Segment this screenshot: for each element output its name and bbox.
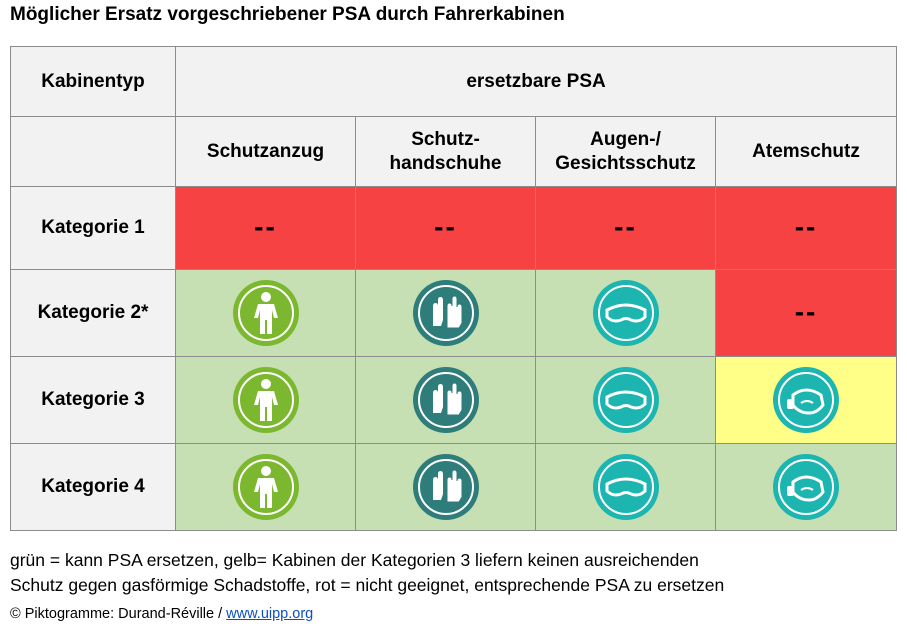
goggles-icon	[591, 365, 661, 435]
legend-line: grün = kann PSA ersetzen, gelb= Kabinen …	[10, 550, 699, 570]
column-header-line: Atemschutz	[752, 140, 860, 162]
legend-line: Schutz gegen gasförmige Schadstoffe, rot…	[10, 575, 725, 595]
column-header-eye-protection: Augen-/Gesichtsschutz	[535, 116, 716, 187]
status-cell	[535, 269, 716, 357]
status-cell: --	[714, 269, 898, 357]
goggles-icon	[591, 278, 661, 348]
goggles-icon	[591, 452, 661, 522]
table-row: Kategorie 1 -- -- -- --	[10, 186, 898, 270]
table-row: Kategorie 2* --	[10, 269, 898, 357]
column-header-line: Schutzanzug	[206, 140, 325, 162]
not-suitable-dash: --	[254, 211, 277, 242]
page-title: Möglicher Ersatz vorgeschriebener PSA du…	[10, 4, 565, 25]
column-header-suit: Schutzanzug	[175, 116, 356, 187]
gloves-icon	[411, 452, 481, 522]
not-suitable-dash: --	[614, 211, 637, 242]
table-row: Kategorie 3	[10, 356, 898, 444]
header-replaceable-psa: ersetzbare PSA	[174, 46, 898, 117]
respirator-mask-icon	[771, 365, 841, 435]
status-cell	[714, 356, 898, 444]
status-cell: --	[175, 186, 356, 270]
status-cell	[535, 356, 716, 444]
column-header-line: Augen-/	[590, 128, 661, 150]
gloves-icon	[411, 278, 481, 348]
status-cell	[714, 443, 898, 531]
not-suitable-dash: --	[794, 211, 818, 242]
column-header-respiratory: Atemschutz	[714, 116, 898, 187]
column-header-line: Gesichtsschutz	[555, 152, 696, 174]
uipp-link[interactable]: www.uipp.org	[226, 606, 314, 622]
psa-table: Kabinentyp ersetzbare PSA Schutzanzug Sc…	[10, 46, 898, 531]
row-label: Kategorie 2*	[10, 269, 176, 357]
not-suitable-dash: --	[434, 211, 457, 242]
column-header-line: handschuhe	[389, 152, 502, 174]
status-cell	[355, 443, 536, 531]
credit-line: © Piktogramme: Durand-Réville / www.uipp…	[10, 606, 313, 622]
protective-suit-icon	[231, 365, 301, 435]
status-cell	[535, 443, 716, 531]
protective-suit-icon	[231, 278, 301, 348]
gloves-icon	[411, 365, 481, 435]
row-label: Kategorie 4	[10, 443, 176, 531]
status-cell	[175, 269, 356, 357]
status-cell	[175, 443, 356, 531]
status-cell	[175, 356, 356, 444]
header-empty-cell	[10, 116, 176, 187]
credit-prefix: © Piktogramme: Durand-Réville /	[10, 606, 227, 622]
respirator-mask-icon	[771, 452, 841, 522]
status-cell: --	[535, 186, 716, 270]
protective-suit-icon	[231, 452, 301, 522]
row-label: Kategorie 1	[10, 186, 176, 270]
status-cell: --	[714, 186, 898, 270]
row-label: Kategorie 3	[10, 356, 176, 444]
header-cabin-type: Kabinentyp	[10, 46, 176, 117]
table-row: Kategorie 4	[10, 443, 898, 531]
legend: grün = kann PSA ersetzen, gelb= Kabinen …	[10, 548, 724, 598]
status-cell	[355, 356, 536, 444]
status-cell: --	[355, 186, 536, 270]
column-header-line: Schutz-	[411, 128, 480, 150]
column-header-gloves: Schutz-handschuhe	[355, 116, 536, 187]
not-suitable-dash: --	[794, 296, 818, 327]
status-cell	[355, 269, 536, 357]
